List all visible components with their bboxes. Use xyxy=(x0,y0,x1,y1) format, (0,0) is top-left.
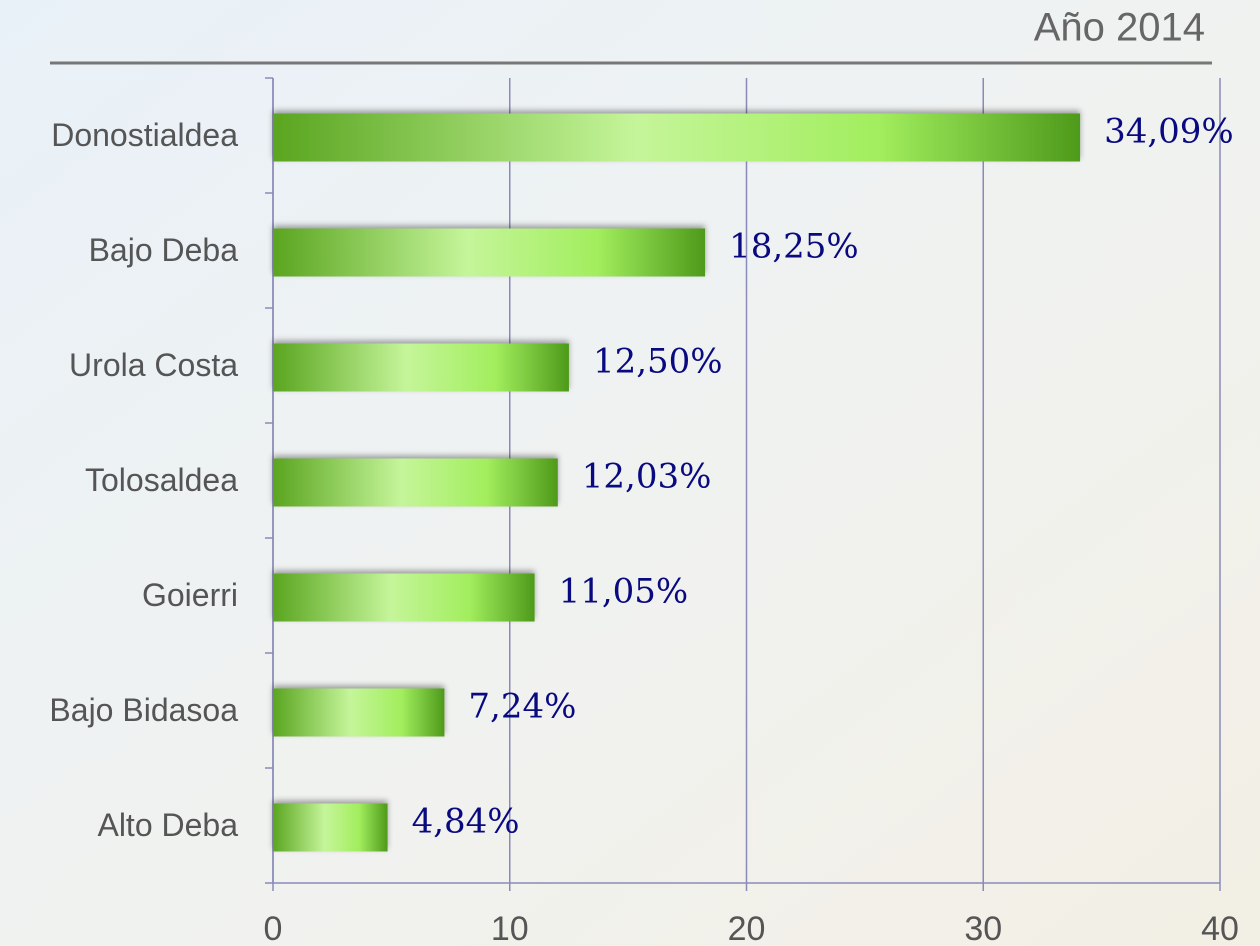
bar xyxy=(273,458,558,507)
value-label: 12,03% xyxy=(582,457,712,497)
x-tick-label: 20 xyxy=(728,910,766,946)
bar xyxy=(273,343,569,392)
x-tick-label: 0 xyxy=(264,910,283,946)
value-label: 11,05% xyxy=(559,572,689,612)
y-tick-label: Urola Costa xyxy=(69,347,238,383)
bar xyxy=(273,573,535,622)
value-label: 12,50% xyxy=(593,342,723,382)
y-tick-label: Tolosaldea xyxy=(85,462,238,498)
y-tick-label: Bajo Bidasoa xyxy=(49,692,238,728)
y-tick-label: Donostialdea xyxy=(51,117,238,153)
bar xyxy=(273,228,706,277)
y-tick-label: Alto Deba xyxy=(97,807,238,843)
value-label: 7,24% xyxy=(468,687,576,727)
value-label: 34,09% xyxy=(1104,112,1234,152)
value-label: 4,84% xyxy=(412,802,520,842)
bar xyxy=(273,113,1081,162)
value-label: 18,25% xyxy=(729,227,859,267)
chart-title: Año 2014 xyxy=(1034,6,1205,50)
x-tick-label: 40 xyxy=(1201,910,1239,946)
bar xyxy=(273,688,445,737)
bar xyxy=(273,803,388,852)
x-tick-label: 30 xyxy=(964,910,1002,946)
y-tick-label: Bajo Deba xyxy=(89,232,239,268)
x-tick-label: 10 xyxy=(491,910,529,946)
y-tick-label: Goierri xyxy=(142,577,238,613)
